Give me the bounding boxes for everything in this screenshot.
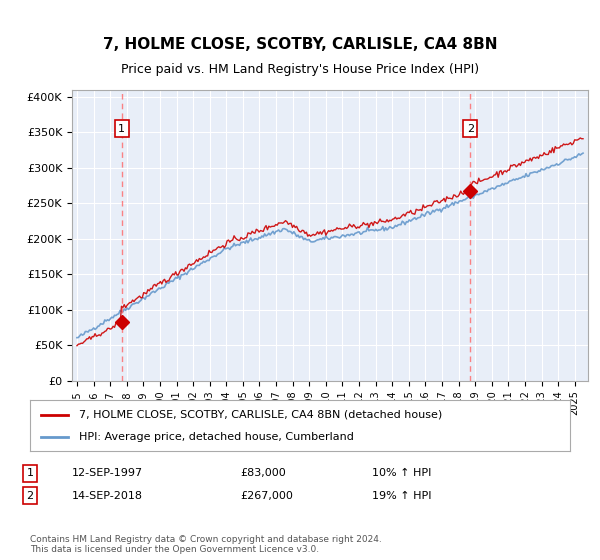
Text: 2: 2	[467, 124, 474, 134]
Text: Contains HM Land Registry data © Crown copyright and database right 2024.
This d: Contains HM Land Registry data © Crown c…	[30, 535, 382, 554]
Text: £267,000: £267,000	[240, 491, 293, 501]
Text: 2: 2	[26, 491, 34, 501]
Text: HPI: Average price, detached house, Cumberland: HPI: Average price, detached house, Cumb…	[79, 432, 353, 442]
Text: 7, HOLME CLOSE, SCOTBY, CARLISLE, CA4 8BN (detached house): 7, HOLME CLOSE, SCOTBY, CARLISLE, CA4 8B…	[79, 409, 442, 419]
Text: 1: 1	[118, 124, 125, 134]
Text: 7, HOLME CLOSE, SCOTBY, CARLISLE, CA4 8BN: 7, HOLME CLOSE, SCOTBY, CARLISLE, CA4 8B…	[103, 38, 497, 52]
Text: 19% ↑ HPI: 19% ↑ HPI	[372, 491, 431, 501]
Text: 14-SEP-2018: 14-SEP-2018	[72, 491, 143, 501]
Text: Price paid vs. HM Land Registry's House Price Index (HPI): Price paid vs. HM Land Registry's House …	[121, 63, 479, 77]
Text: £83,000: £83,000	[240, 468, 286, 478]
Text: 1: 1	[26, 468, 34, 478]
Text: 12-SEP-1997: 12-SEP-1997	[72, 468, 143, 478]
Text: 10% ↑ HPI: 10% ↑ HPI	[372, 468, 431, 478]
